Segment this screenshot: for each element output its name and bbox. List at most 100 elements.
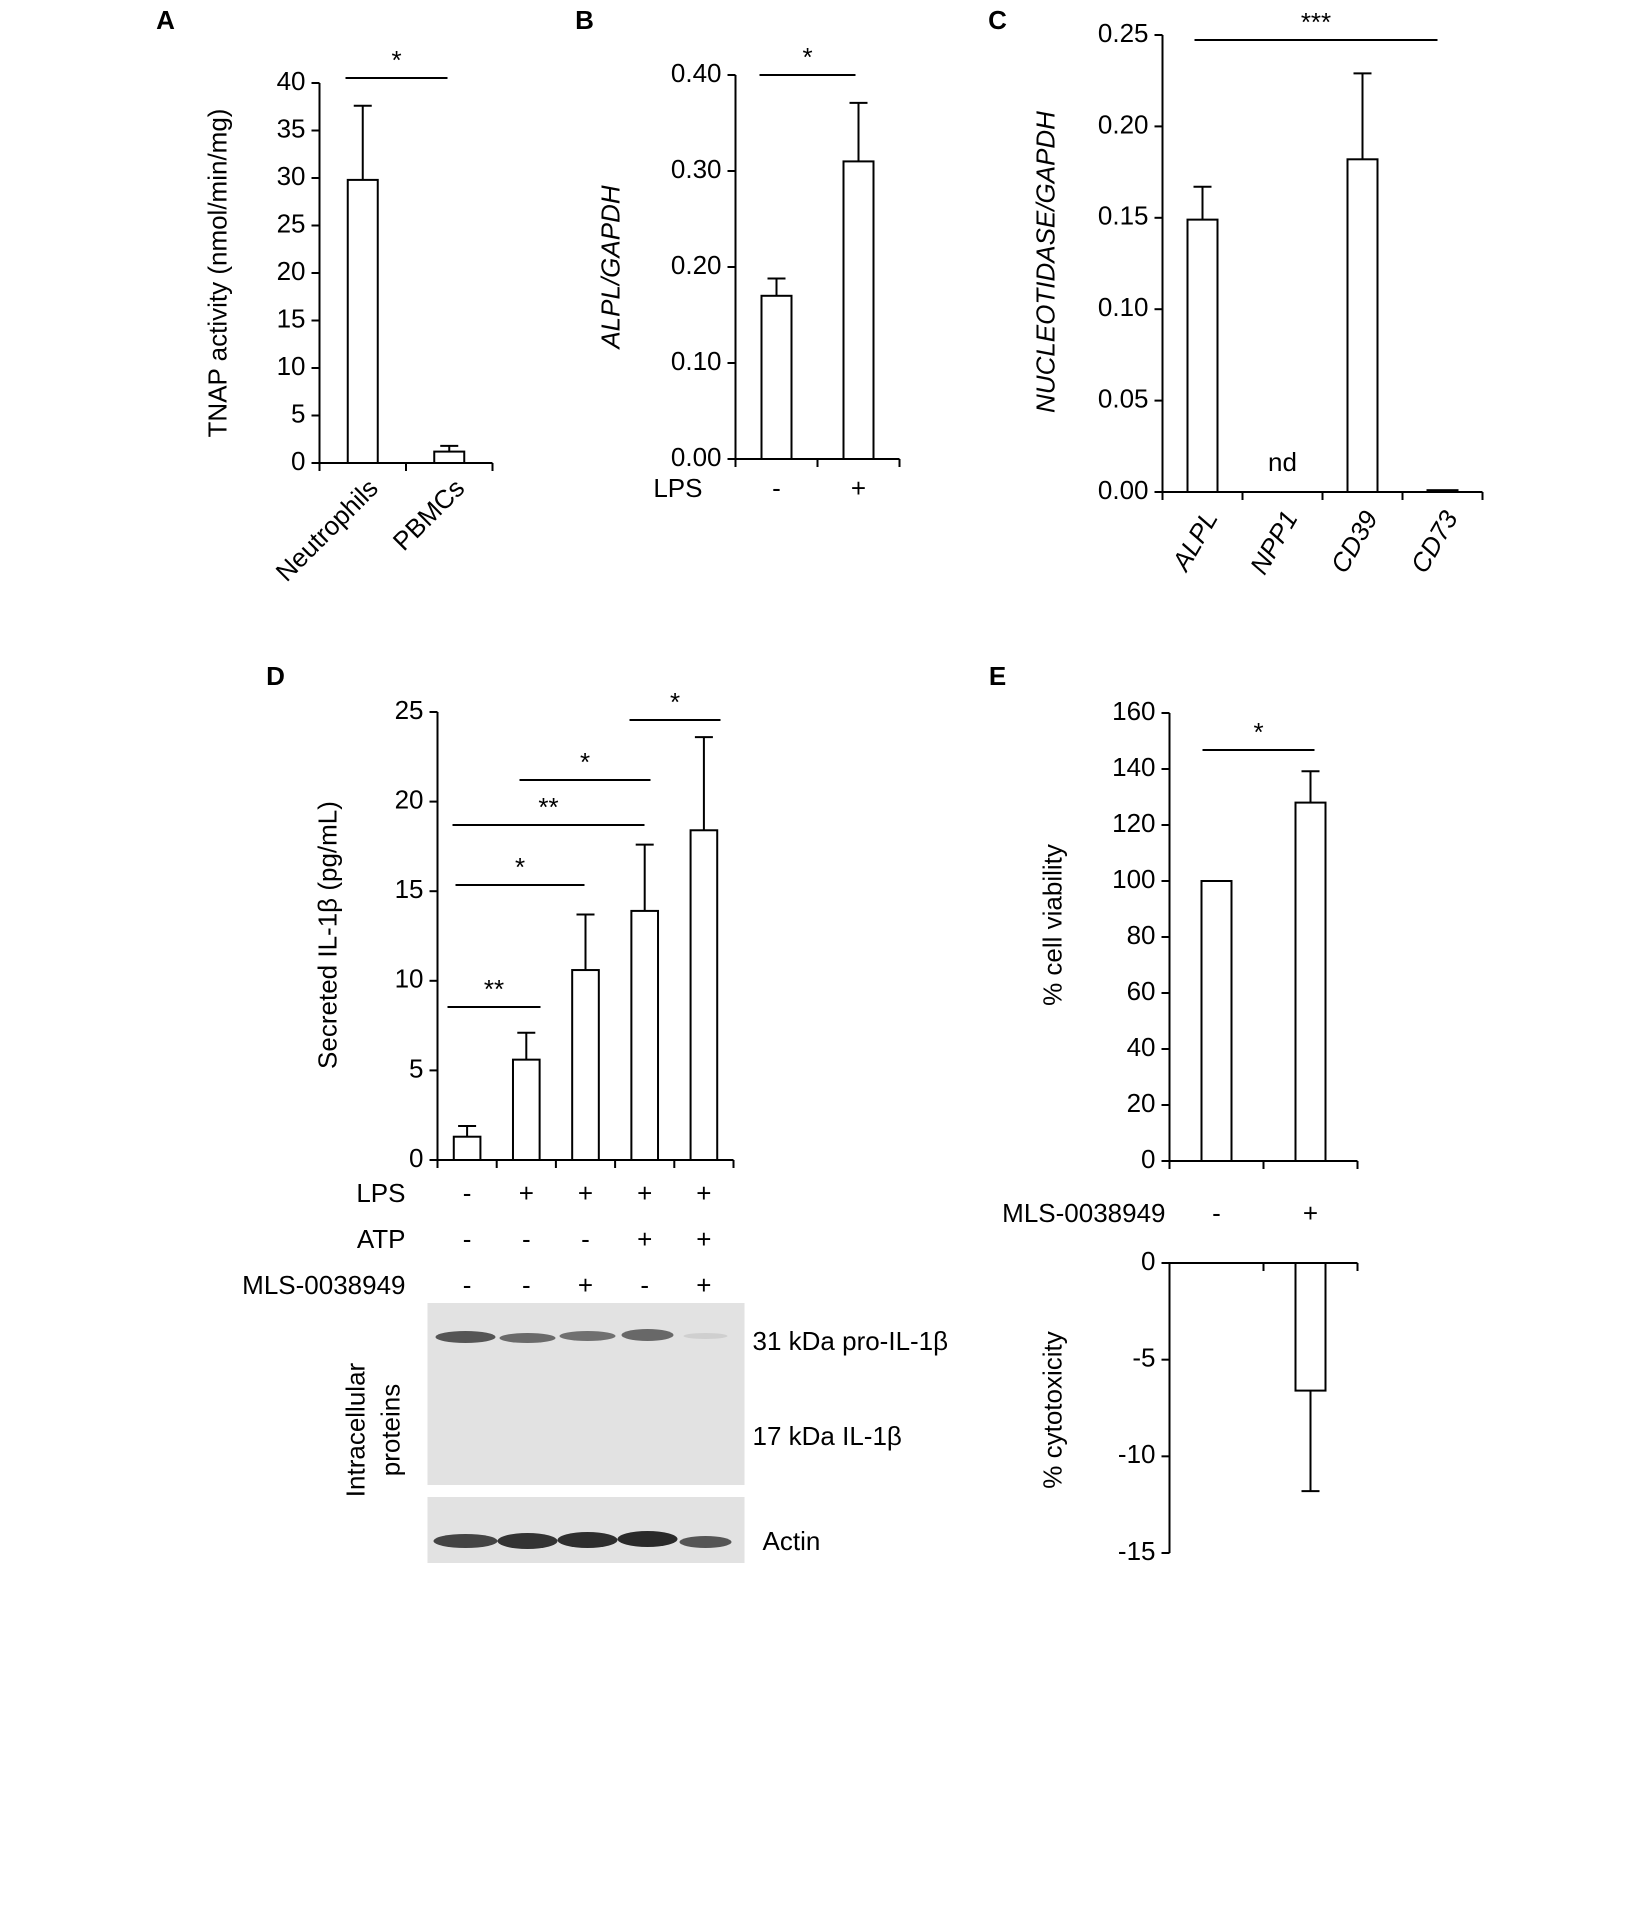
bar	[1186, 218, 1219, 494]
blot-membrane	[427, 1497, 745, 1563]
western-blot	[427, 1303, 745, 1563]
error-bar	[440, 444, 459, 452]
error-bar	[767, 277, 786, 296]
bar	[433, 450, 466, 465]
y-tick-label: 10	[277, 351, 306, 381]
error-bar	[849, 101, 868, 162]
blot-label: Actin	[763, 1526, 821, 1556]
y-tick-label: 25	[277, 208, 306, 238]
bar	[1294, 1262, 1327, 1392]
y-tick-label: 20	[395, 784, 424, 814]
annotation: nd	[1268, 447, 1297, 477]
panel-label: C	[988, 5, 1007, 35]
y-axis-title: % cell viability	[1037, 844, 1067, 1006]
condition-sign: +	[696, 1178, 711, 1208]
y-tick-label: 0	[409, 1143, 423, 1173]
y-tick-label: 0.10	[1098, 292, 1149, 322]
significance-label: ***	[1301, 7, 1331, 37]
panel-label: E	[989, 661, 1006, 691]
y-tick-label: 0	[1141, 1144, 1155, 1174]
y-tick-label: 5	[291, 398, 305, 428]
x-tick-label: PBMCs	[387, 473, 471, 557]
y-tick-label: 160	[1112, 696, 1155, 726]
blot-band	[497, 1533, 558, 1549]
bar	[571, 969, 600, 1161]
y-tick-label: 0.30	[671, 154, 722, 184]
error-bar	[1193, 185, 1212, 220]
condition-sign: +	[519, 1178, 534, 1208]
y-axis-title: Secreted IL-1β (pg/mL)	[312, 801, 342, 1069]
panel-label: D	[266, 661, 285, 691]
blot-band	[499, 1333, 556, 1343]
error-bar	[1301, 1390, 1320, 1493]
x-tick-label: +	[851, 473, 866, 503]
y-tick-label: 0.10	[671, 346, 722, 376]
y-tick-label: 140	[1112, 752, 1155, 782]
y-tick-label: 10	[395, 964, 424, 994]
significance-label: *	[515, 852, 525, 882]
y-tick-label: 35	[277, 113, 306, 143]
y-tick-label: -15	[1118, 1536, 1156, 1566]
y-tick-label: 0.20	[1098, 109, 1149, 139]
blot-membrane	[427, 1303, 745, 1485]
y-tick-label: 40	[1127, 1032, 1156, 1062]
error-bar	[353, 104, 372, 180]
y-tick-label: 0.15	[1098, 201, 1149, 231]
y-tick-label: 120	[1112, 808, 1155, 838]
significance-label: *	[391, 45, 401, 75]
panel-label: A	[156, 5, 175, 35]
y-tick-label: 60	[1127, 976, 1156, 1006]
y-tick-label: -10	[1118, 1439, 1156, 1469]
bar	[689, 829, 719, 1161]
bar	[1426, 489, 1459, 493]
y-tick-label: 0.40	[671, 58, 722, 88]
y-tick-label: 25	[395, 695, 424, 725]
significance-label: **	[484, 974, 504, 1004]
blot-band	[559, 1331, 616, 1341]
y-tick-label: 0.20	[671, 250, 722, 280]
bar	[1200, 880, 1233, 1162]
y-tick-label: 15	[277, 303, 306, 333]
blot-band	[621, 1329, 674, 1341]
condition-sign: +	[696, 1270, 711, 1300]
y-tick-label: 0.25	[1098, 18, 1149, 48]
x-tick-label: CD39	[1324, 505, 1383, 578]
blot-band	[435, 1331, 496, 1343]
bar	[630, 909, 660, 1161]
blot-band	[679, 1536, 732, 1548]
x-row-label: LPS	[653, 473, 702, 503]
x-tick-label: -	[772, 473, 781, 503]
condition-sign: -	[463, 1178, 472, 1208]
x-tick-label: +	[1303, 1198, 1318, 1228]
y-tick-label: 0.05	[1098, 383, 1149, 413]
bar	[1294, 801, 1327, 1162]
y-axis-title: TNAP activity (nmol/min/mg)	[202, 109, 232, 438]
x-tick-label: NPP1	[1244, 505, 1304, 579]
bar	[842, 160, 875, 460]
y-tick-label: 20	[1127, 1088, 1156, 1118]
blot-side-label: Intracellular	[340, 1362, 370, 1497]
y-tick-label: -5	[1132, 1343, 1155, 1373]
y-tick-label: 80	[1127, 920, 1156, 950]
condition-label: MLS-0038949	[242, 1270, 405, 1300]
y-tick-label: 30	[277, 161, 306, 191]
condition-sign: +	[578, 1178, 593, 1208]
error-bar	[458, 1124, 477, 1137]
condition-sign: -	[522, 1270, 531, 1300]
x-tick-label: Neutrophils	[270, 473, 384, 587]
bar	[346, 178, 379, 464]
condition-sign: +	[696, 1224, 711, 1254]
y-tick-label: 5	[409, 1053, 423, 1083]
bar	[511, 1058, 541, 1161]
significance-label: *	[580, 747, 590, 777]
condition-sign: -	[463, 1224, 472, 1254]
condition-sign: +	[637, 1178, 652, 1208]
bar	[1346, 158, 1379, 494]
x-tick-label: -	[1212, 1198, 1221, 1228]
x-row-label: MLS-0038949	[1002, 1198, 1165, 1228]
y-tick-label: 15	[395, 874, 424, 904]
condition-sign: +	[578, 1270, 593, 1300]
y-tick-label: 0.00	[671, 442, 722, 472]
significance-label: *	[670, 687, 680, 717]
